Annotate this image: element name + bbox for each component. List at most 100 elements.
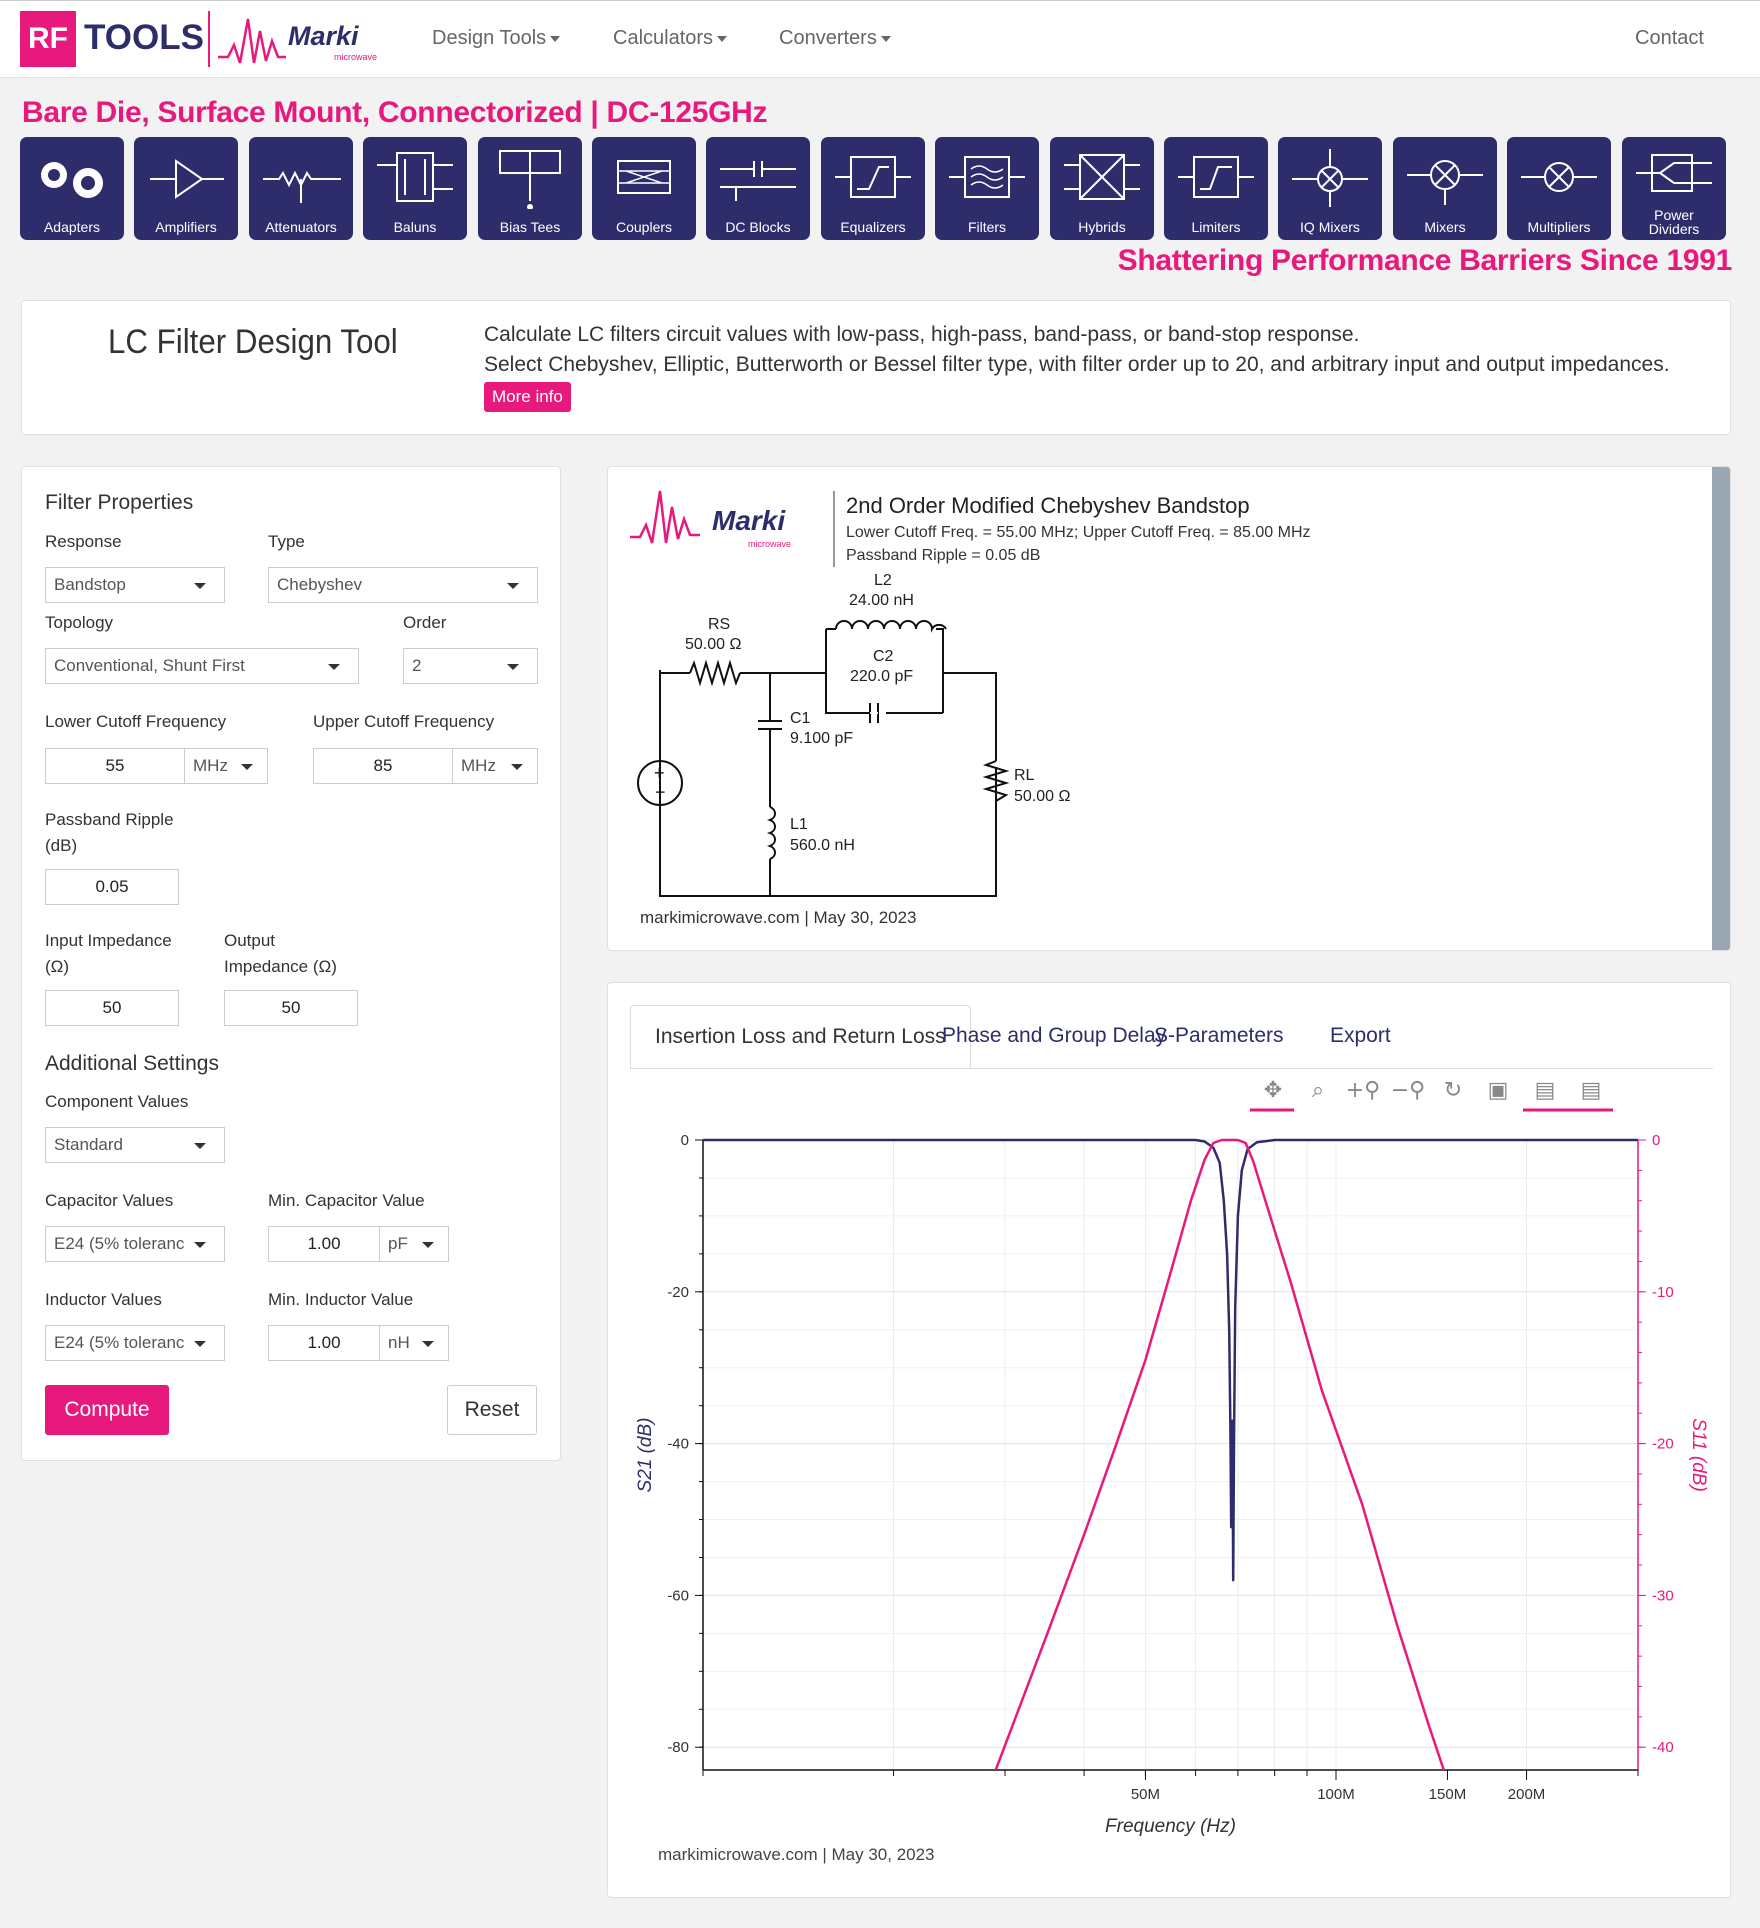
filter-properties-form: Filter Properties Response Type Bandstop… xyxy=(21,466,561,1461)
order-select[interactable]: 2 xyxy=(403,648,538,684)
response-label: Response xyxy=(45,532,122,551)
schematic-scrollbar[interactable] xyxy=(1712,467,1730,950)
lower-cutoff-unit-select[interactable]: MHz xyxy=(184,748,268,784)
tile-attenuators[interactable]: Attenuators xyxy=(249,137,353,240)
tab-export[interactable]: Export xyxy=(1330,1024,1391,1047)
inductor-l1 xyxy=(766,806,776,860)
zoom-out-icon[interactable]: −⚲ xyxy=(1391,1078,1426,1103)
box-zoom-icon[interactable]: ⌕ xyxy=(1312,1078,1324,1103)
filter-icon xyxy=(949,156,1025,198)
pan-icon[interactable]: ✥ xyxy=(1264,1078,1282,1103)
nav-converters[interactable]: Converters xyxy=(779,27,891,50)
input-impedance-input[interactable]: 50 xyxy=(45,990,179,1026)
type-label: Type xyxy=(268,532,305,551)
tile-label: IQ Mixers xyxy=(1300,219,1360,235)
marki-sub: microwave xyxy=(334,52,378,62)
tile-bias-tees[interactable]: Bias Tees xyxy=(478,137,582,240)
resistor-rl xyxy=(982,760,1010,802)
type-select[interactable]: Chebyshev xyxy=(268,567,538,603)
more-info-button[interactable]: More info xyxy=(484,382,571,412)
source-symbol: + − xyxy=(637,675,683,896)
response-select[interactable]: Bandstop xyxy=(45,567,225,603)
x-tick-label: 150M xyxy=(1429,1786,1467,1803)
tile-iq-mixers[interactable]: IQ Mixers xyxy=(1278,137,1382,240)
chevron-down-icon xyxy=(194,1242,206,1248)
component-values-value: Standard xyxy=(54,1135,123,1154)
s11-series-line xyxy=(994,1138,1445,1770)
nav-design-tools[interactable]: Design Tools xyxy=(432,27,561,50)
lower-cutoff-input[interactable]: 55 xyxy=(45,748,185,784)
wire-source-to-rs xyxy=(659,672,690,675)
x-tick-label: 200M xyxy=(1508,1786,1546,1803)
insertion-loss-chart[interactable]: ✥ ⌕ +⚲ −⚲ ↻ ▣ ▤ ▤ 0 -20 -40 -60 -80 0 -10 -20 -30 -40 50M 1… xyxy=(608,983,1732,1899)
min-capacitor-input[interactable]: 1.00 xyxy=(268,1226,380,1262)
marki-wave-icon xyxy=(218,18,286,64)
marki-logo[interactable]: Marki microwave xyxy=(216,11,396,67)
hover-icon[interactable]: ▤ xyxy=(1581,1078,1602,1103)
tab-insertion-loss[interactable]: Insertion Loss and Return Loss xyxy=(630,1005,971,1069)
tile-label: Attenuators xyxy=(265,219,337,235)
topology-select[interactable]: Conventional, Shunt First xyxy=(45,648,359,684)
chevron-down-icon xyxy=(550,35,561,42)
y-tick-label: -60 xyxy=(667,1587,689,1604)
min-inductor-input[interactable]: 1.00 xyxy=(268,1325,380,1361)
y2-tick-label: -30 xyxy=(1652,1587,1674,1604)
reset-icon[interactable]: ↻ xyxy=(1444,1078,1462,1103)
intro-card: LC Filter Design Tool Calculate LC filte… xyxy=(21,300,1731,435)
tile-amplifiers[interactable]: Amplifiers xyxy=(134,137,238,240)
intro-description-2: Select Chebyshev, Elliptic, Butterworth … xyxy=(484,353,1670,376)
tile-equalizers[interactable]: Equalizers xyxy=(821,137,925,240)
save-icon[interactable]: ▣ xyxy=(1488,1078,1509,1103)
y2-tick-label: -20 xyxy=(1652,1436,1674,1453)
y2-tick-label: -40 xyxy=(1652,1739,1674,1756)
nav-converters-label: Converters xyxy=(779,27,877,49)
rf-tools-logo[interactable]: RF TOOLS xyxy=(20,11,204,67)
x-tick-label: 50M xyxy=(1131,1786,1160,1803)
compute-button[interactable]: Compute xyxy=(45,1385,169,1435)
zoom-in-icon[interactable]: +⚲ xyxy=(1346,1078,1381,1103)
min-inductor-label: Min. Inductor Value xyxy=(268,1290,414,1309)
l2-value: 24.00 nH xyxy=(849,592,914,609)
tile-couplers[interactable]: Couplers xyxy=(592,137,696,240)
tile-adapters[interactable]: Adapters xyxy=(20,137,124,240)
banner-title: Bare Die, Surface Mount, Connectorized |… xyxy=(22,96,768,129)
chart-footer-stamp: markimicrowave.com | May 30, 2023 xyxy=(658,1845,935,1864)
tab-phase-group-delay[interactable]: Phase and Group Delay xyxy=(942,1024,1167,1047)
mixer-icon xyxy=(1407,160,1483,205)
tab-s-parameters[interactable]: S-Parameters xyxy=(1154,1024,1284,1047)
nav-calculators[interactable]: Calculators xyxy=(613,27,728,50)
filter-properties-heading: Filter Properties xyxy=(45,491,194,514)
ripple-label-2: (dB) xyxy=(45,836,78,855)
tile-limiters[interactable]: Limiters xyxy=(1164,137,1268,240)
chevron-down-icon xyxy=(422,1341,434,1347)
attenuator-icon xyxy=(263,170,341,203)
inductor-values-select[interactable]: E24 (5% toleranc xyxy=(45,1325,225,1361)
x-tick-label: 100M xyxy=(1317,1786,1355,1803)
tile-baluns[interactable]: Baluns xyxy=(363,137,467,240)
upper-cutoff-input[interactable]: 85 xyxy=(313,748,453,784)
y-tick-label: -20 xyxy=(667,1284,689,1301)
min-capacitor-unit-select[interactable]: pF xyxy=(379,1226,449,1262)
y-tick-label: 0 xyxy=(681,1132,689,1149)
passband-ripple-input[interactable]: 0.05 xyxy=(45,869,179,905)
bias-tee-icon xyxy=(499,150,561,209)
component-values-select[interactable]: Standard xyxy=(45,1127,225,1163)
reset-button[interactable]: Reset xyxy=(447,1385,537,1435)
min-inductor-unit-select[interactable]: nH xyxy=(379,1325,449,1361)
c2-value: 220.0 pF xyxy=(850,668,913,685)
tile-hybrids[interactable]: Hybrids xyxy=(1050,137,1154,240)
tile-filters[interactable]: Filters xyxy=(935,137,1039,240)
tile-mixers[interactable]: Mixers xyxy=(1393,137,1497,240)
output-impedance-input[interactable]: 50 xyxy=(224,990,358,1026)
lower-unit-value: MHz xyxy=(193,756,228,775)
tile-label: Limiters xyxy=(1191,219,1241,235)
nav-contact[interactable]: Contact xyxy=(1635,27,1704,49)
tile-multipliers[interactable]: Multipliers xyxy=(1507,137,1611,240)
tile-power-dividers[interactable]: Power Dividers xyxy=(1622,137,1726,240)
schematic-cutoff-line: Lower Cutoff Freq. = 55.00 MHz; Upper Cu… xyxy=(846,524,1311,541)
capacitor-values-select[interactable]: E24 (5% toleranc xyxy=(45,1226,225,1262)
upper-cutoff-unit-select[interactable]: MHz xyxy=(452,748,538,784)
hover-icon[interactable]: ▤ xyxy=(1535,1078,1556,1103)
tile-dc-blocks[interactable]: DC Blocks xyxy=(706,137,810,240)
schematic-marki-logo: Marki microwave xyxy=(630,490,791,549)
